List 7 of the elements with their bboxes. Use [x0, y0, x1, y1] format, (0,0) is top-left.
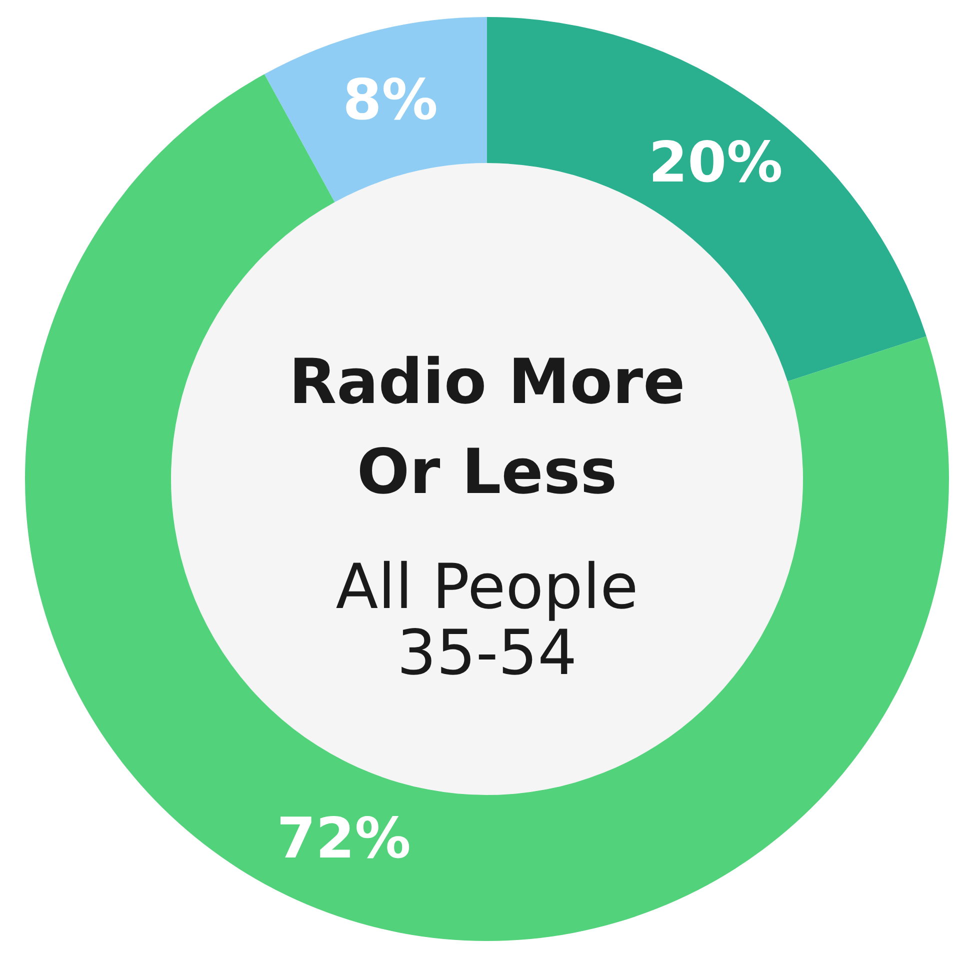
text: Radio More Or Less	[288, 345, 686, 508]
donut-slice	[25, 74, 948, 940]
data-label: 20%	[648, 130, 783, 196]
data-label: 8%	[342, 68, 438, 134]
donut-slice	[264, 17, 487, 202]
text: All People 35-54	[336, 550, 638, 689]
data-label: 72%	[276, 806, 411, 872]
